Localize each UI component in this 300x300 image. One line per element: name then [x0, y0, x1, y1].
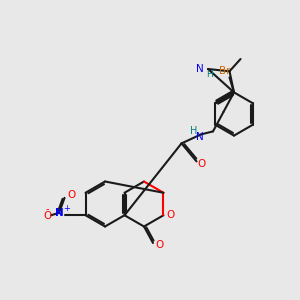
- Text: O: O: [166, 210, 174, 220]
- Text: O: O: [155, 239, 164, 250]
- Text: O: O: [43, 211, 51, 221]
- Text: H: H: [190, 126, 197, 136]
- Text: O: O: [198, 159, 206, 170]
- Text: Br: Br: [219, 66, 231, 76]
- Text: N: N: [196, 132, 203, 142]
- Text: +: +: [64, 204, 70, 213]
- Text: -: -: [45, 204, 49, 214]
- Text: N: N: [196, 64, 203, 74]
- Text: O: O: [67, 190, 75, 200]
- Text: N: N: [55, 208, 64, 218]
- Text: H: H: [206, 70, 213, 79]
